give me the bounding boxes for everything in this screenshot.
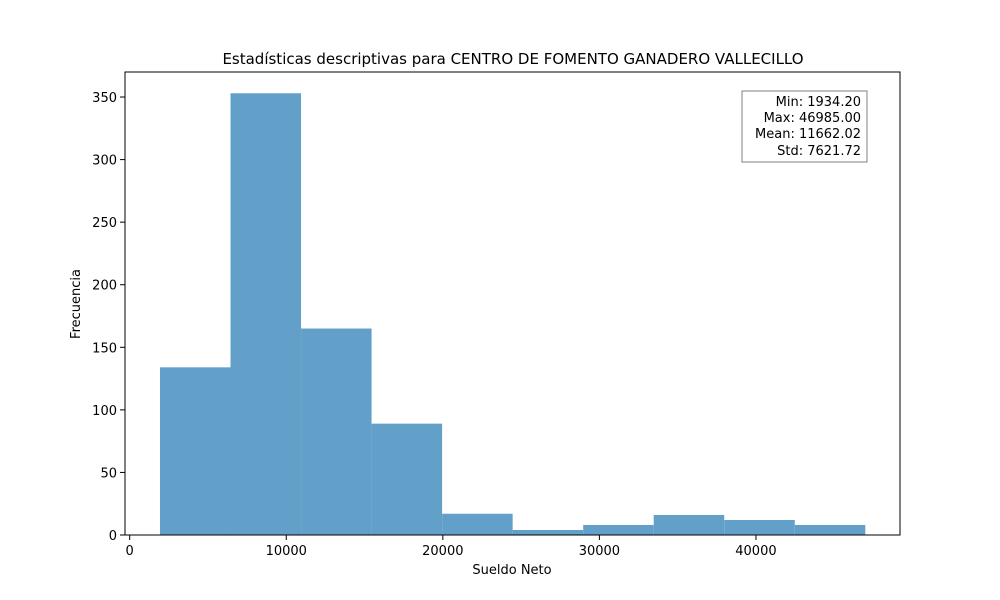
histogram-bar [442, 513, 513, 535]
x-tick-label: 10000 [266, 544, 307, 559]
y-tick-label: 100 [92, 404, 117, 419]
y-tick-label: 0 [109, 529, 117, 544]
x-tick-label: 40000 [735, 544, 776, 559]
stats-min: Min: 1934.20 [776, 95, 861, 110]
histogram-bar [583, 524, 654, 535]
x-axis-label: Sueldo Neto [472, 563, 551, 578]
histogram-bar [230, 93, 302, 536]
x-axis-ticks: 0 10000 20000 30000 40000 [126, 535, 777, 559]
y-tick-label: 300 [92, 154, 117, 169]
y-axis-ticks: 0 50 100 150 200 250 300 350 [92, 91, 125, 544]
stats-box: Min: 1934.20 Max: 46985.00 Mean: 11662.0… [741, 90, 868, 163]
y-tick-label: 200 [92, 279, 117, 294]
histogram-bar [794, 524, 866, 535]
x-tick-label: 20000 [422, 544, 463, 559]
chart-title: Estadísticas descriptivas para CENTRO DE… [222, 50, 803, 68]
y-tick-label: 350 [92, 91, 117, 106]
x-tick-label: 0 [126, 544, 134, 559]
histogram-bar [724, 519, 795, 535]
histogram-bar [159, 367, 231, 535]
plot-frame [124, 71, 901, 536]
histogram-bar [512, 529, 584, 535]
stats-box-frame [741, 90, 868, 163]
histogram-bar [301, 328, 372, 535]
y-tick-label: 50 [100, 466, 117, 481]
stats-max: Max: 46985.00 [764, 111, 861, 126]
y-tick-label: 250 [92, 216, 117, 231]
stats-std: Std: 7621.72 [777, 144, 861, 159]
y-axis-label: Frecuencia [69, 269, 84, 339]
stats-mean: Mean: 11662.02 [755, 127, 861, 142]
histogram-bars [159, 93, 866, 536]
histogram-bar [371, 423, 443, 535]
y-tick-label: 150 [92, 341, 117, 356]
x-tick-label: 30000 [579, 544, 620, 559]
histogram-bar [653, 514, 725, 535]
